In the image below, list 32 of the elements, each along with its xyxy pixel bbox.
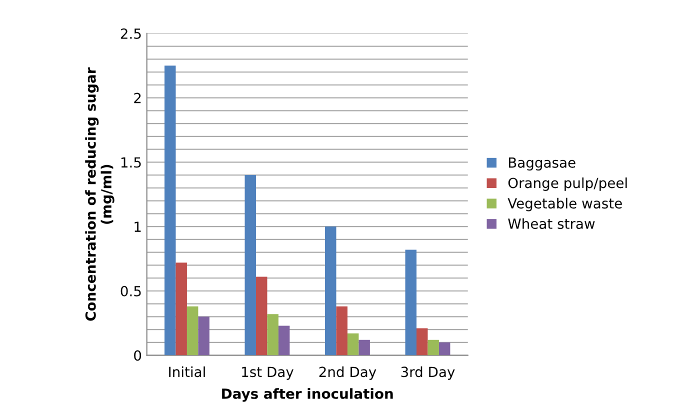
bar <box>428 340 439 356</box>
legend-label: Wheat straw <box>508 218 595 229</box>
bar <box>256 276 268 356</box>
bar <box>438 342 450 356</box>
bar <box>405 250 416 356</box>
bar <box>267 314 278 356</box>
x-tick-label: 2nd Day <box>319 366 376 380</box>
y-tick-label: 1 <box>134 222 141 232</box>
x-tick-label: Initial <box>169 366 205 378</box>
legend-label: Orange pulp/peel <box>508 177 627 191</box>
x-axis-title: Days after inoculation <box>222 388 393 402</box>
legend-label: Baggasae <box>508 157 576 171</box>
bar <box>358 340 370 356</box>
y-tick-label: 0 <box>134 350 142 361</box>
bar <box>198 316 210 356</box>
bar <box>278 326 290 356</box>
y-tick-label: 2.5 <box>120 28 141 39</box>
legend-label: Vegetable waste <box>508 198 622 212</box>
bar <box>336 306 348 356</box>
y-axis-title: Concentration of reducing sugar (mg/ml) <box>85 67 114 321</box>
y-tick-label: 0.5 <box>120 286 141 296</box>
bar <box>186 306 198 356</box>
bar <box>347 333 359 356</box>
bar <box>244 175 256 356</box>
bar <box>416 328 428 356</box>
x-tick-label: 3rd Day <box>401 366 455 380</box>
bar <box>325 226 336 356</box>
bar <box>164 66 176 356</box>
y-tick-label: 2 <box>134 92 141 104</box>
y-tick-label: 1.5 <box>121 157 141 168</box>
bar <box>176 262 187 356</box>
x-tick-label: 1st Day <box>242 366 294 380</box>
